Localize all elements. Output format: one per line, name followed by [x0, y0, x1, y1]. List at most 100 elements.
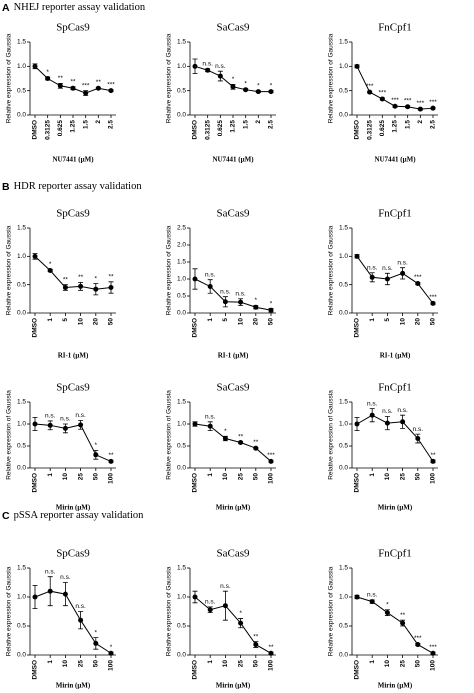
y-tick-label: 0.5	[17, 281, 26, 288]
x-tick-label: 1.5	[82, 120, 89, 129]
y-tick-label: 0.0	[177, 310, 186, 317]
data-point	[243, 87, 249, 93]
data-point	[62, 425, 68, 431]
data-point	[230, 84, 236, 90]
y-axis-title: Relative expression of Gaussia	[6, 566, 13, 656]
significance-label: n.s.	[235, 290, 246, 297]
data-point	[207, 423, 213, 429]
x-tick-label: 1.25	[392, 120, 399, 133]
y-axis-title: Relative expression of Gaussia	[328, 566, 335, 656]
significance-label: **	[70, 78, 76, 85]
x-tick-label: DMSO	[354, 473, 361, 493]
data-point	[415, 436, 421, 442]
significance-label: *	[110, 644, 113, 651]
data-point	[62, 285, 68, 290]
y-axis-title: Relative expression of Gaussia	[6, 33, 13, 123]
data-point	[32, 421, 38, 427]
data-point	[70, 85, 76, 91]
section-label: B	[2, 181, 10, 193]
data-point	[430, 650, 436, 656]
x-tick-label: 20	[415, 318, 422, 326]
x-tick-label: 2	[95, 120, 102, 124]
x-tick-label: 10	[384, 473, 391, 481]
y-axis-title: Relative expression of Gaussia	[328, 33, 335, 123]
significance-label: ***	[267, 452, 275, 459]
data-point	[268, 458, 274, 464]
significance-label: **	[63, 276, 69, 283]
x-axis-title: NU7441 (μM)	[52, 156, 94, 164]
y-tick-label: 0.0	[17, 465, 26, 472]
significance-label: *	[95, 442, 98, 449]
significance-label: n.s.	[367, 400, 378, 407]
x-axis-title: Mirin (μM)	[378, 682, 413, 690]
data-point	[95, 85, 101, 91]
x-tick-label: 1.25	[230, 120, 237, 133]
x-tick-label: 50	[253, 660, 260, 668]
x-tick-label: 2.5	[430, 120, 437, 129]
data-point	[217, 73, 223, 79]
y-tick-label: 0.0	[177, 465, 186, 472]
y-tick-label: 0.5	[177, 623, 186, 630]
y-tick-label: 1.0	[17, 421, 26, 428]
data-point	[369, 412, 375, 418]
y-tick-label: 1.5	[177, 399, 186, 406]
chart-title: SpCas9	[56, 548, 90, 560]
x-axis-title: Mirin (μM)	[378, 504, 413, 512]
data-point	[430, 105, 436, 111]
data-point	[384, 276, 390, 282]
chart-title: FnCpf1	[378, 382, 412, 394]
x-tick-label: 10	[222, 473, 229, 481]
data-point	[47, 422, 53, 428]
x-tick-label: 1.25	[70, 120, 77, 133]
data-point	[415, 281, 421, 287]
significance-label: **	[253, 633, 259, 640]
x-tick-label: 10	[237, 318, 244, 326]
y-axis-title: Relative expression of Gaussia	[166, 33, 173, 123]
data-point	[78, 422, 84, 428]
x-axis-title: RI-1 (μM)	[380, 352, 411, 360]
chart-title: FnCpf1	[378, 548, 412, 560]
significance-label: ***	[429, 294, 437, 301]
x-tick-label: 5	[62, 318, 69, 322]
x-tick-label: 50	[415, 660, 422, 668]
significance-label: **	[253, 439, 259, 446]
y-tick-label: 0.5	[177, 443, 186, 450]
y-axis-title: Relative expression of Gaussia	[166, 390, 173, 480]
data-point	[354, 253, 360, 259]
y-tick-label: 1.5	[17, 565, 26, 572]
x-tick-label: 1	[369, 318, 376, 322]
data-point	[367, 89, 373, 95]
section-label: C	[2, 510, 10, 522]
significance-label: ***	[366, 83, 374, 90]
data-line	[356, 256, 434, 304]
data-point	[62, 591, 68, 597]
y-tick-label: 1.0	[339, 253, 348, 260]
x-tick-label: 50	[93, 473, 100, 481]
x-tick-label: 1	[47, 318, 54, 322]
x-tick-label: 10	[384, 660, 391, 668]
x-tick-label: DMSO	[192, 473, 199, 493]
significance-label: n.s.	[367, 264, 378, 271]
data-point	[192, 594, 198, 600]
data-point	[192, 276, 198, 282]
data-point	[222, 299, 228, 305]
x-tick-label: 10	[62, 660, 69, 668]
significance-label: n.s.	[382, 408, 393, 415]
x-axis-title: RI-1 (μM)	[58, 352, 89, 360]
x-tick-label: 10	[399, 318, 406, 326]
y-tick-label: 1.5	[177, 565, 186, 572]
x-tick-label: 2.5	[268, 120, 275, 129]
x-tick-label: DMSO	[354, 660, 361, 680]
data-line	[34, 590, 112, 654]
y-axis-title: Relative expression of Gaussia	[166, 566, 173, 656]
y-tick-label: 1.5	[339, 225, 348, 232]
y-axis-title: Relative expression of Gaussia	[6, 225, 13, 315]
data-point	[268, 650, 274, 656]
y-tick-label: 1.0	[17, 253, 26, 260]
x-tick-label: 10	[62, 473, 69, 481]
data-point	[192, 63, 198, 69]
data-line	[34, 423, 112, 462]
significance-label: n.s.	[45, 413, 56, 420]
significance-label: ***	[404, 97, 412, 104]
x-tick-label: 50	[93, 660, 100, 668]
